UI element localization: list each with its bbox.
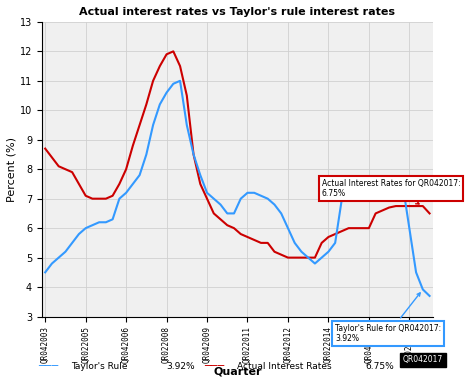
Taylor's Rule (413, 270, 419, 275)
Text: Actual Interest Rates for QR042017:
6.75%: Actual Interest Rates for QR042017: 6.75… (322, 179, 460, 204)
Taylor's Rule (42, 270, 48, 275)
Taylor's Rule (332, 241, 338, 245)
X-axis label: Quarter: Quarter (213, 366, 262, 376)
Y-axis label: Percent (%): Percent (%) (7, 137, 17, 202)
Actual Interest Rates (171, 49, 176, 54)
Taylor's Rule (305, 255, 311, 260)
Taylor's Rule (373, 182, 378, 186)
Line: Actual Interest Rates: Actual Interest Rates (45, 51, 429, 258)
Text: ───: ─── (38, 361, 62, 372)
Actual Interest Rates (312, 255, 318, 260)
Actual Interest Rates (339, 229, 345, 233)
Taylor's Rule (137, 173, 143, 177)
Actual Interest Rates (413, 204, 419, 208)
Taylor's Rule (427, 294, 432, 298)
Title: Actual interest rates vs Taylor's rule interest rates: Actual interest rates vs Taylor's rule i… (79, 7, 395, 17)
Actual Interest Rates (42, 146, 48, 151)
Text: QR042017: QR042017 (403, 355, 443, 365)
Actual Interest Rates (137, 123, 143, 127)
Line: Taylor's Rule: Taylor's Rule (45, 81, 429, 296)
Actual Interest Rates (427, 211, 432, 216)
Text: 6.75%: 6.75% (365, 362, 394, 371)
Actual Interest Rates (285, 255, 291, 260)
Text: Actual Interest Rates: Actual Interest Rates (237, 362, 332, 371)
Taylor's Rule (177, 79, 183, 83)
Text: Taylor's Rule: Taylor's Rule (71, 362, 128, 371)
Actual Interest Rates (380, 208, 385, 213)
Actual Interest Rates (130, 143, 136, 148)
Taylor's Rule (130, 182, 136, 186)
Text: 3.92%: 3.92% (166, 362, 194, 371)
Text: Taylor's Rule for QR042017:
3.92%: Taylor's Rule for QR042017: 3.92% (335, 293, 441, 343)
Text: ───: ─── (204, 361, 228, 372)
